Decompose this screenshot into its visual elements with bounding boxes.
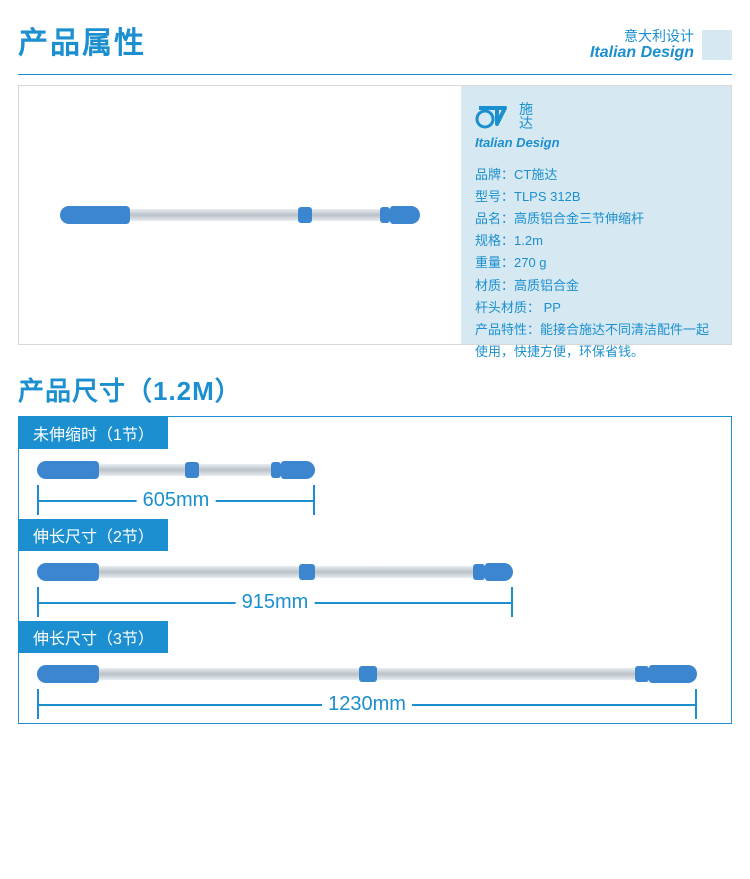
dimension-pole [37, 461, 315, 479]
header-swatch [702, 30, 732, 60]
spec-line: 规格：1.2m [475, 230, 717, 252]
spec-line: 型号：TLPS 312B [475, 186, 717, 208]
brand-logo-en: Italian Design [475, 132, 717, 154]
spec-line: 产品特性：能接合施达不同清洁配件一起 [475, 319, 717, 341]
dimension-stage-tab: 未伸缩时（1节） [19, 417, 168, 449]
header-divider [18, 74, 732, 75]
measure-label: 1230mm [322, 693, 412, 716]
product-hero-area [19, 86, 461, 344]
spec-line: 重量：270 g [475, 252, 717, 274]
dimension-stage: 605mm [19, 449, 731, 519]
spec-line: 品名：高质铝合金三节伸缩杆 [475, 208, 717, 230]
spec-line: 使用，快捷方便，环保省钱。 [475, 341, 717, 363]
section-title-attributes: 产品属性 [18, 18, 146, 62]
measure-label: 605mm [137, 489, 216, 512]
header-right-en: Italian Design [590, 44, 694, 62]
dimension-stage: 1230mm [19, 653, 731, 723]
section-title-dimensions: 产品尺寸（1.2M） [18, 371, 732, 408]
header-right: 意大利设计 Italian Design [590, 28, 732, 62]
dimensions-box: 未伸缩时（1节） 605mm 伸长尺寸（2节） 915mm 伸长尺寸（3节） 1230mm [18, 416, 732, 724]
spec-line: 杆头材质： PP [475, 297, 717, 319]
brand-logo-cn-1: 施 [519, 102, 533, 116]
product-hero-pole [60, 206, 420, 224]
brand-logo-cn-2: 达 [519, 116, 533, 130]
dimension-stage-tab: 伸长尺寸（2节） [19, 519, 168, 551]
attributes-panel: 施 达 Italian Design 品牌：CT施达型号：TLPS 312B品名… [18, 85, 732, 345]
dimension-stage-tab: 伸长尺寸（3节） [19, 621, 168, 653]
brand-logo-mark [475, 102, 513, 130]
attributes-spec-box: 施 达 Italian Design 品牌：CT施达型号：TLPS 312B品名… [461, 86, 731, 344]
measure-label: 915mm [236, 591, 315, 614]
dimension-stage: 915mm [19, 551, 731, 621]
header-right-cn: 意大利设计 [590, 28, 694, 44]
spec-line: 材质：高质铝合金 [475, 275, 717, 297]
dimension-pole [37, 665, 697, 683]
spec-line: 品牌：CT施达 [475, 164, 717, 186]
brand-logo: 施 达 [475, 102, 717, 130]
dimension-pole [37, 563, 513, 581]
